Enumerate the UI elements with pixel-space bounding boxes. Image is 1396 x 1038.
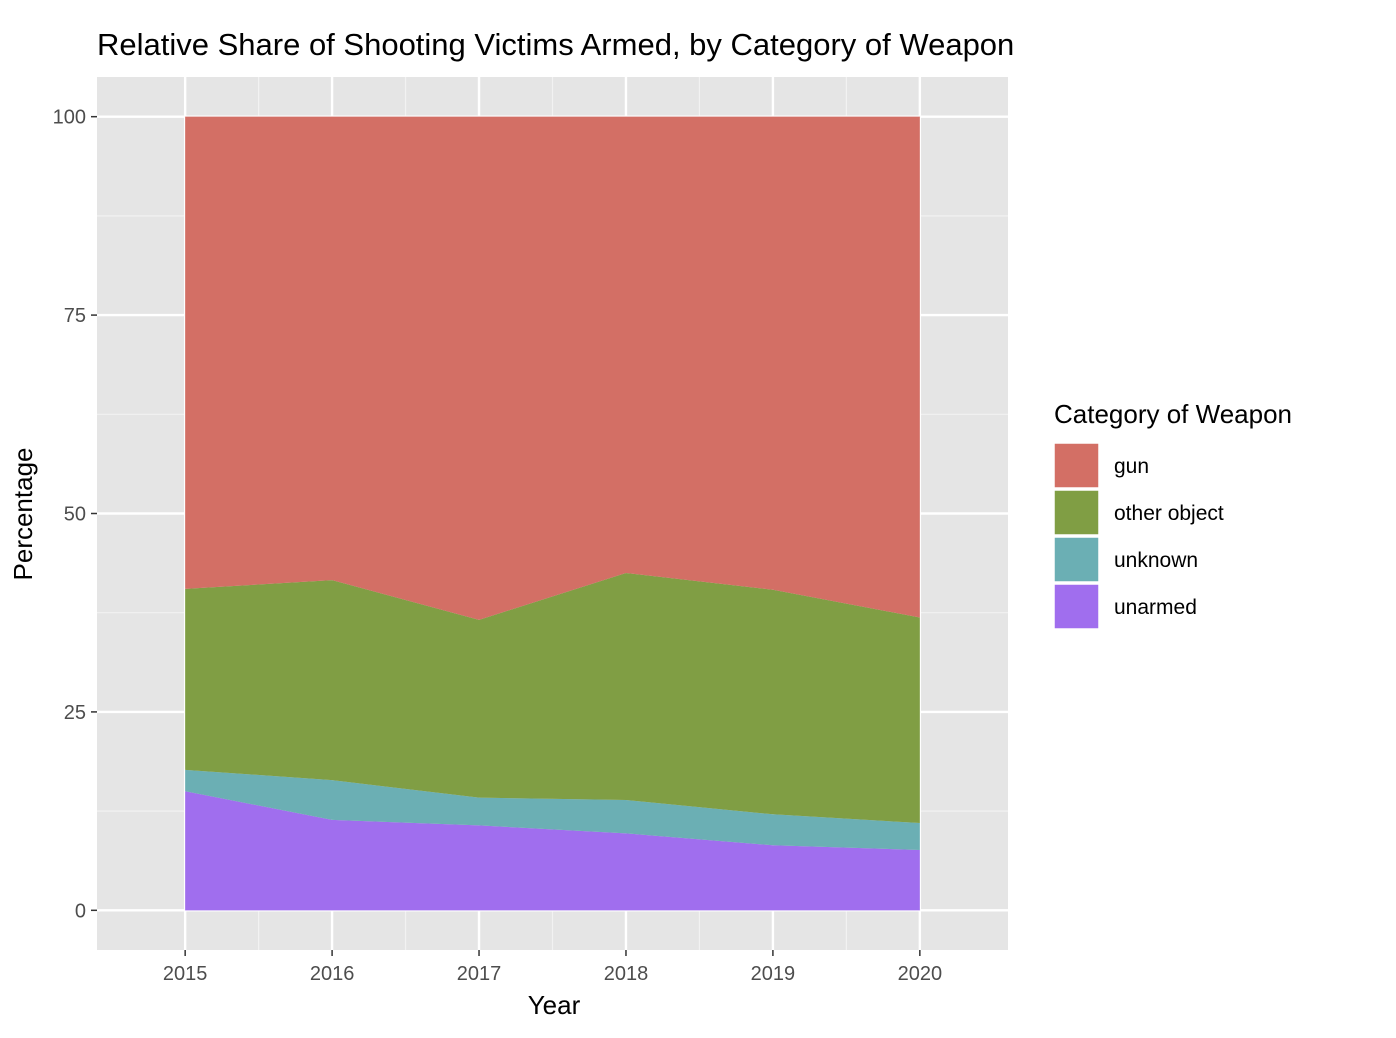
- legend-label-unknown: unknown: [1114, 549, 1198, 572]
- chart-title: Relative Share of Shooting Victims Armed…: [97, 27, 1014, 62]
- legend: Category of Weapon gun other object unknow…: [1053, 399, 1292, 630]
- y-tick-label: 0: [75, 900, 86, 922]
- legend-swatch-other-object: [1053, 489, 1100, 536]
- x-tick-label: 2017: [457, 963, 502, 985]
- stacked-areas: [185, 116, 920, 911]
- x-tick-label: 2015: [163, 963, 208, 985]
- y-tick-label: 100: [53, 107, 86, 129]
- legend-swatch-gun: [1053, 442, 1100, 489]
- legend-label-unarmed: unarmed: [1114, 596, 1197, 619]
- legend-label-gun: gun: [1114, 455, 1149, 478]
- y-tick-label: 25: [64, 702, 86, 724]
- y-axis-title: Percentage: [8, 448, 38, 581]
- legend-label-other-object: other object: [1114, 502, 1224, 525]
- y-tick-label: 50: [64, 504, 86, 526]
- legend-items: gun other object unknown unarmed: [1053, 442, 1224, 630]
- x-axis-title: Year: [528, 990, 581, 1020]
- y-tick-label: 75: [64, 305, 86, 327]
- area-unarmed: [185, 791, 920, 911]
- legend-swatch-unarmed: [1053, 583, 1100, 630]
- x-tick-label: 2020: [898, 963, 943, 985]
- x-tick-label: 2016: [310, 963, 355, 985]
- legend-title: Category of Weapon: [1054, 399, 1292, 429]
- legend-swatch-unknown: [1053, 536, 1100, 583]
- y-axis: 0 25 50 75 100: [53, 107, 97, 922]
- x-axis: 2015 2016 2017 2018 2019 2020: [163, 950, 942, 985]
- area-other-object: [185, 573, 920, 824]
- x-tick-label: 2018: [604, 963, 649, 985]
- area-gun: [185, 116, 920, 620]
- area-unknown: [185, 769, 920, 850]
- x-tick-label: 2019: [751, 963, 796, 985]
